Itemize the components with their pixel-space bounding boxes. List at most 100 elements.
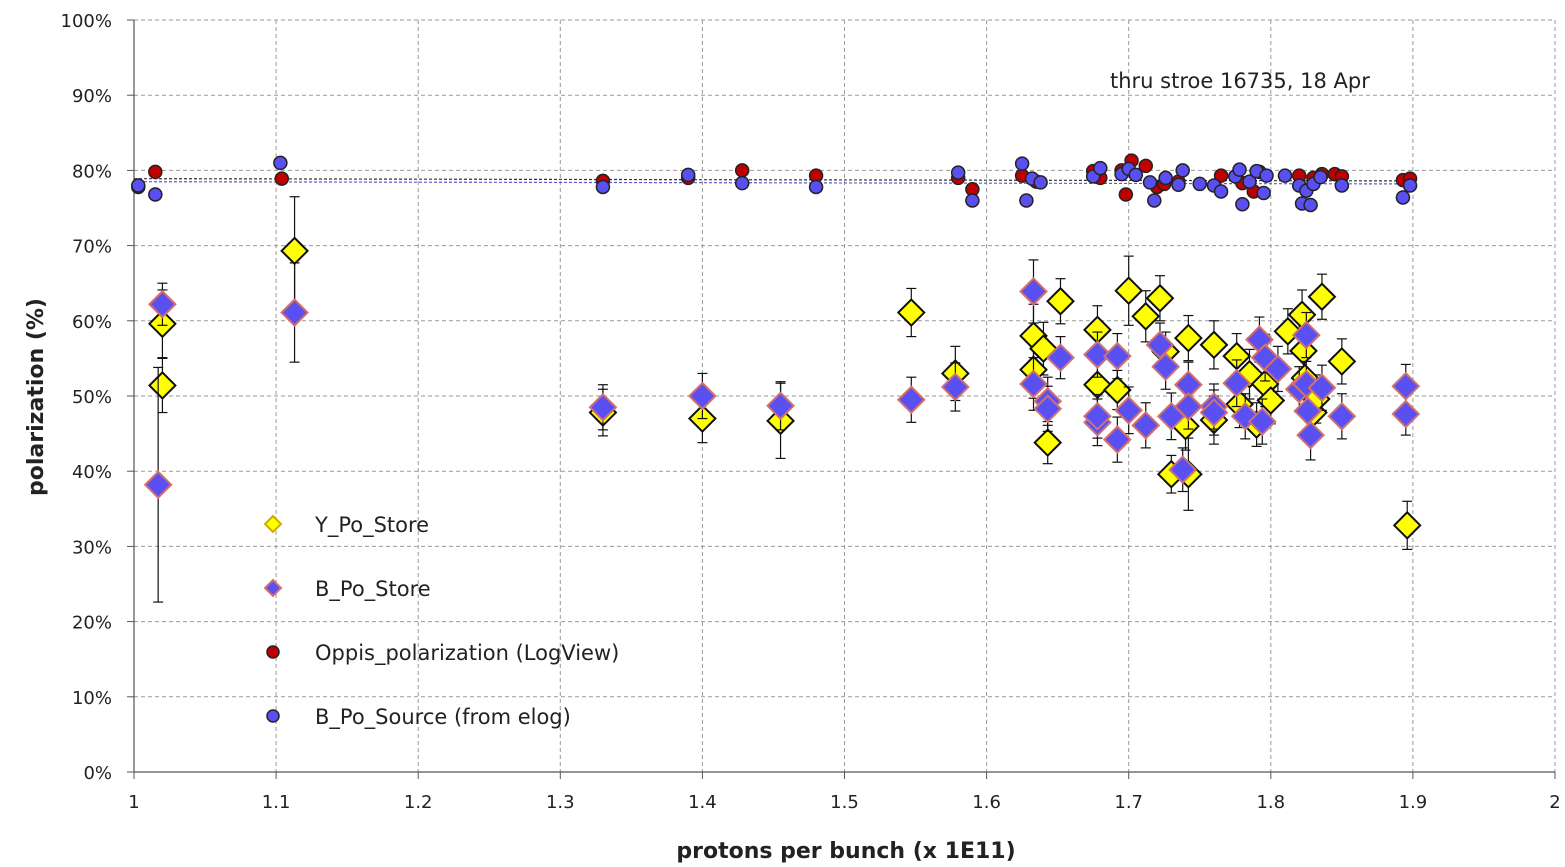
data-point [1014,156,1030,171]
data-point [896,385,926,415]
data-point [1033,394,1063,424]
data-point [1247,407,1277,436]
legend-item: Y_Po_Store [263,513,429,538]
data-point [1395,190,1411,205]
data-point [1142,175,1158,190]
data-point [1392,510,1422,540]
y-tick-label: 30% [72,537,112,558]
data-point [680,167,696,183]
y-tick-label: 80% [72,161,112,182]
legend-item: Oppis_polarization (LogView) [266,641,619,666]
data-point [1291,320,1321,350]
data-point [1114,395,1144,425]
data-point [1273,316,1303,346]
data-point [687,381,717,411]
x-tick-label: 1.9 [1399,792,1428,813]
data-point [1083,340,1112,370]
x-axis-title: protons per bunch (x 1E11) [676,839,1015,864]
data-point [1046,286,1075,316]
x-tick-label: 1.3 [546,792,575,813]
data-point [143,470,173,500]
data-point [766,391,795,421]
data-point [965,193,980,208]
x-tick-label: 1.7 [1114,792,1143,813]
data-point [1235,196,1250,212]
x-tick-label: 2 [1549,792,1560,813]
data-point [1263,354,1293,384]
data-point [1259,168,1274,183]
data-point [1313,169,1328,185]
data-point [148,371,177,400]
data-point [1046,343,1075,373]
legend-marker [263,514,283,534]
data-point [131,178,146,193]
data-point [734,175,750,191]
legend-label: Y_Po_Store [314,513,429,538]
data-point [1256,185,1271,201]
data-point [1093,160,1108,176]
data-point [1192,176,1207,192]
y-tick-label: 20% [72,613,112,634]
data-point [273,155,288,171]
data-marks [131,153,1422,603]
data-point [1102,341,1132,371]
series-b-po-store [143,259,1421,603]
x-tick-label: 1.2 [404,792,433,813]
data-point [1118,187,1134,202]
data-point [1334,178,1350,193]
x-tick-label: 1.1 [262,792,291,813]
data-point [1327,346,1357,376]
data-point [1173,392,1203,421]
y-tick-label: 0% [83,763,112,784]
data-point [280,236,309,266]
series-b-po-source-from-elog- [131,155,1418,213]
data-point [1391,371,1421,401]
y-tick-label: 90% [72,86,112,107]
data-point [1256,386,1286,415]
data-point [148,289,177,319]
data-point [1114,276,1144,306]
data-point [1199,398,1229,427]
data-point [1147,193,1162,208]
data-point [734,163,750,178]
data-point [1175,163,1190,178]
data-point [148,187,163,202]
legend-label: B_Po_Source (from elog) [315,705,571,730]
data-point [1171,177,1186,192]
data-point [1213,184,1229,199]
legend-marker [266,645,280,659]
tick-labels: 0% 10% 20% 30% 40% 50% 60% 70% 80% 90% 100% 1 1.1 1.2… [61,11,1561,813]
data-point [1168,455,1198,485]
x-tick-label: 1.8 [1256,792,1285,813]
data-point [1145,330,1175,360]
legend: Y_Po_Store B_Po_Store Oppis_polarization (… [263,513,619,730]
data-point [1019,193,1034,208]
data-point [148,164,163,180]
data-point [1232,162,1247,177]
data-point [1033,428,1063,458]
x-tick-label: 1.6 [972,792,1001,813]
legend-label: Oppis_polarization (LogView) [315,641,619,666]
data-point [1213,168,1229,183]
y-tick-label: 60% [72,312,112,333]
data-point [1128,167,1144,183]
axes [127,19,1556,779]
data-point [1327,401,1357,431]
data-point [1131,301,1161,331]
data-point [940,372,970,402]
legend-label: B_Po_Store [315,577,431,602]
data-point [1173,323,1203,353]
data-point [1131,410,1161,440]
data-point [1033,175,1048,190]
y-tick-label: 70% [72,237,112,258]
data-point [1307,282,1337,312]
data-point [1019,277,1048,306]
data-point [1019,369,1048,399]
data-point [1402,178,1418,193]
data-point [595,179,611,195]
data-point [1307,373,1337,403]
legend-marker [263,578,283,598]
data-point [280,298,309,327]
y-tick-label: 40% [72,462,112,483]
